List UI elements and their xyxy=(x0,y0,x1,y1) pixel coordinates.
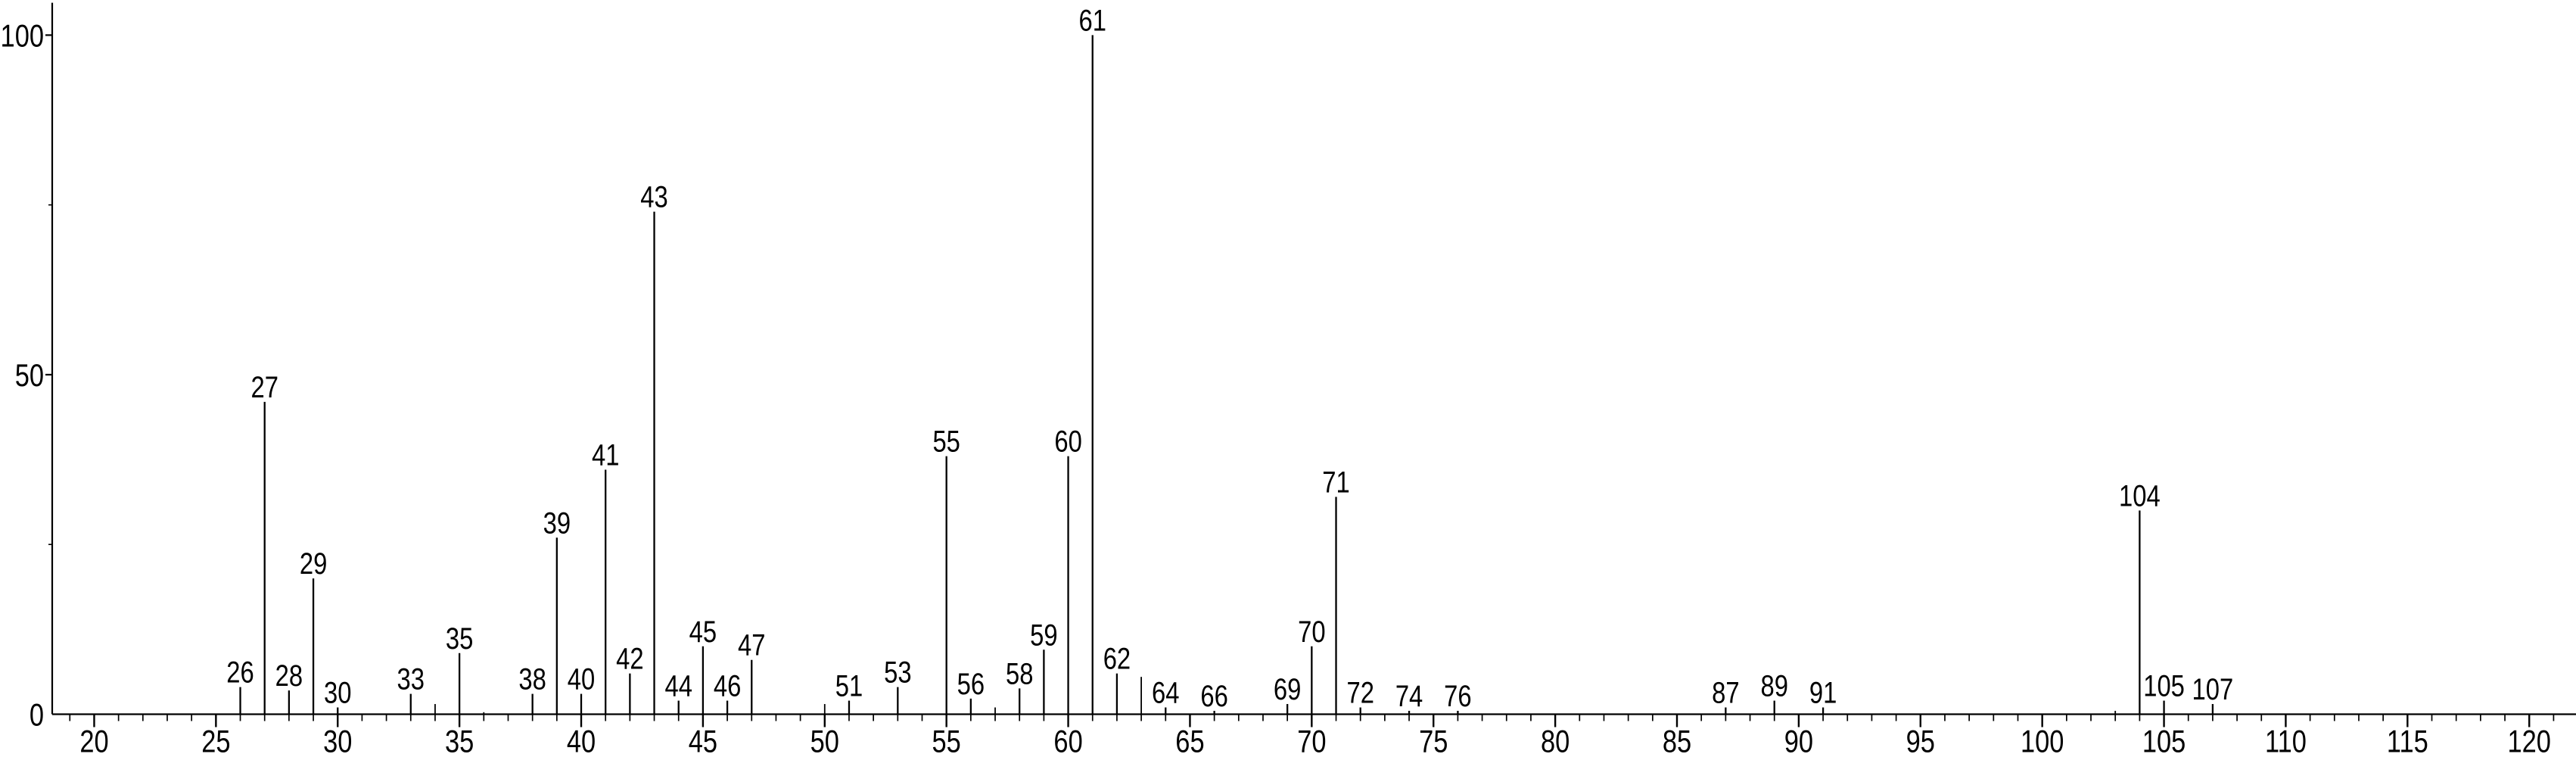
svg-text:115: 115 xyxy=(2387,724,2428,757)
svg-text:47: 47 xyxy=(738,628,765,662)
svg-text:20: 20 xyxy=(79,724,108,757)
svg-text:35: 35 xyxy=(445,724,474,757)
svg-text:50: 50 xyxy=(810,724,839,757)
svg-text:38: 38 xyxy=(518,662,546,696)
svg-text:55: 55 xyxy=(932,425,960,459)
svg-text:28: 28 xyxy=(275,659,303,693)
svg-text:60: 60 xyxy=(1054,425,1081,459)
svg-text:89: 89 xyxy=(1760,668,1787,702)
svg-text:41: 41 xyxy=(592,438,619,472)
svg-text:29: 29 xyxy=(300,547,327,581)
svg-text:105: 105 xyxy=(2142,724,2186,757)
svg-text:75: 75 xyxy=(1419,724,1448,757)
svg-text:107: 107 xyxy=(2192,672,2234,706)
svg-text:55: 55 xyxy=(932,724,961,757)
svg-text:40: 40 xyxy=(567,724,596,757)
svg-text:42: 42 xyxy=(616,642,643,676)
svg-text:58: 58 xyxy=(1006,656,1033,690)
svg-text:39: 39 xyxy=(543,506,571,540)
svg-text:110: 110 xyxy=(2265,724,2307,757)
svg-text:60: 60 xyxy=(1053,724,1082,757)
svg-text:27: 27 xyxy=(250,370,278,404)
svg-text:70: 70 xyxy=(1298,615,1325,649)
svg-text:35: 35 xyxy=(446,621,473,656)
svg-text:62: 62 xyxy=(1103,642,1131,676)
svg-text:25: 25 xyxy=(201,724,230,757)
svg-text:90: 90 xyxy=(1784,724,1813,757)
svg-text:100: 100 xyxy=(2021,724,2064,757)
svg-text:51: 51 xyxy=(835,668,863,702)
svg-text:91: 91 xyxy=(1809,675,1837,709)
svg-text:65: 65 xyxy=(1175,724,1204,757)
svg-text:33: 33 xyxy=(397,662,425,696)
svg-text:43: 43 xyxy=(640,180,667,214)
svg-text:46: 46 xyxy=(714,668,741,702)
svg-text:95: 95 xyxy=(1906,724,1935,757)
svg-text:53: 53 xyxy=(884,656,911,690)
svg-text:70: 70 xyxy=(1297,724,1326,757)
svg-text:44: 44 xyxy=(664,668,692,702)
svg-text:61: 61 xyxy=(1079,3,1106,37)
svg-text:56: 56 xyxy=(957,667,985,701)
svg-text:72: 72 xyxy=(1346,675,1374,709)
svg-text:40: 40 xyxy=(568,662,595,696)
svg-text:85: 85 xyxy=(1663,724,1691,757)
svg-text:104: 104 xyxy=(2119,478,2161,512)
svg-text:66: 66 xyxy=(1200,679,1227,713)
svg-text:69: 69 xyxy=(1274,672,1301,706)
svg-text:45: 45 xyxy=(689,615,717,649)
svg-text:30: 30 xyxy=(323,724,352,757)
svg-text:87: 87 xyxy=(1712,675,1739,709)
svg-text:80: 80 xyxy=(1541,724,1570,757)
svg-text:30: 30 xyxy=(324,675,351,709)
svg-text:71: 71 xyxy=(1322,465,1349,499)
svg-text:74: 74 xyxy=(1395,679,1423,713)
svg-text:0: 0 xyxy=(30,697,44,733)
svg-text:100: 100 xyxy=(1,18,44,54)
svg-text:120: 120 xyxy=(2507,724,2550,757)
svg-text:50: 50 xyxy=(15,358,44,394)
svg-text:59: 59 xyxy=(1030,618,1057,652)
svg-text:76: 76 xyxy=(1444,679,1471,713)
svg-text:26: 26 xyxy=(226,656,254,690)
svg-text:45: 45 xyxy=(689,724,717,757)
svg-text:64: 64 xyxy=(1152,675,1179,709)
svg-text:105: 105 xyxy=(2143,668,2185,702)
